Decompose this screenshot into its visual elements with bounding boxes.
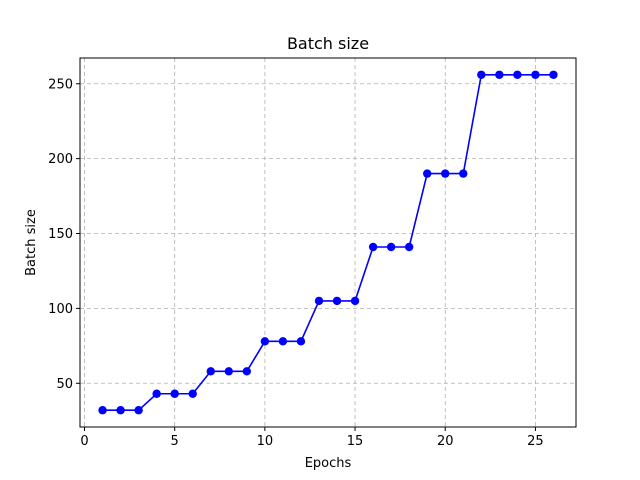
x-axis-label: Epochs [305,456,352,471]
data-point [134,406,143,415]
y-axis-label: Batch size [24,209,39,276]
x-tick-label: 20 [437,434,454,449]
x-tick-label: 15 [347,434,364,449]
y-tick-label: 250 [48,77,73,92]
data-point [206,367,215,376]
data-point [350,296,360,306]
data-point [116,406,125,415]
y-tick-label: 50 [56,377,73,392]
data-point [98,406,107,415]
x-tick-label: 5 [171,434,179,449]
series-line [102,73,554,412]
data-point [224,367,233,376]
data-point [170,389,179,398]
data-point [477,70,486,79]
data-point [188,389,197,398]
data-point [531,70,540,79]
data-point [296,337,306,346]
data-point [423,169,432,178]
data-point [332,296,342,306]
x-tick-label: 0 [80,434,88,449]
series-layer [98,70,558,415]
data-point [278,337,288,346]
data-point [314,296,324,306]
y-tick-label: 150 [48,227,73,242]
data-point [260,337,270,346]
y-tick-label: 200 [48,152,73,167]
x-axis: 0 5 10 15 20 25 [80,427,544,449]
grid [80,58,576,427]
data-point [152,389,161,398]
x-tick-label: 10 [257,434,274,449]
x-tick-label: 25 [527,434,544,449]
plot-frame [79,57,577,428]
data-point [242,367,252,376]
y-tick-label: 100 [48,302,73,317]
data-point [441,169,450,178]
chart-title: Batch size [287,34,369,53]
data-point [459,169,468,178]
y-axis: 50 100 150 200 250 [48,77,80,392]
data-point [513,70,522,79]
data-point [404,242,414,252]
data-point [549,70,558,79]
data-point [386,242,396,252]
data-point [368,242,378,252]
data-point [495,70,504,79]
